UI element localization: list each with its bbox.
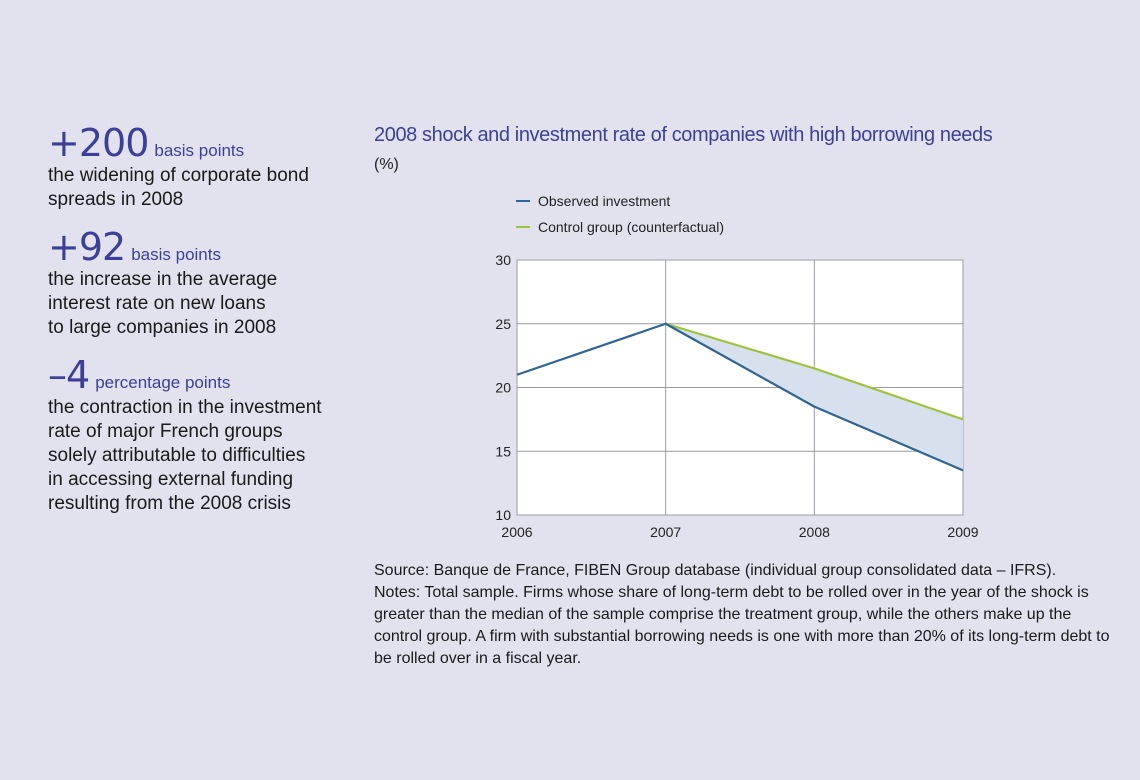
y-tick-label: 20 (495, 380, 511, 396)
stat-unit: basis points (131, 245, 221, 264)
y-tick-label: 25 (495, 316, 511, 332)
stat-unit: basis points (154, 141, 245, 160)
stat-description: the contraction in the investment rate o… (48, 397, 322, 514)
chart-title: 2008 shock and investment rate of compan… (374, 124, 993, 146)
control-group-line (665, 322, 964, 421)
chart-notes: Source: Banque de France, FIBEN Group da… (374, 560, 1114, 670)
y-tick-label: 15 (495, 443, 511, 459)
stat-interest-rate: +92 basis points the increase in the aver… (48, 228, 348, 340)
y-tick-label: 30 (495, 252, 511, 268)
stat-investment-contraction: –4 percentage points the contraction in t… (48, 356, 348, 516)
chart-unit-label: (%) (374, 156, 399, 173)
legend-swatch-control (516, 226, 530, 228)
chart-legend: Observed investment Control group (count… (516, 188, 724, 240)
legend-label-observed: Observed investment (538, 193, 671, 209)
legend-item-control: Control group (counterfactual) (516, 214, 724, 240)
stat-description: the widening of corporate bond spreads i… (48, 165, 309, 210)
stat-description: the increase in the average interest rat… (48, 269, 278, 338)
notes-text: Notes: Total sample. Firms whose share o… (374, 584, 1110, 667)
stat-value: –4 (48, 353, 90, 397)
legend-item-observed: Observed investment (516, 188, 724, 214)
x-tick-label: 2008 (799, 524, 830, 540)
x-tick-label: 2007 (650, 524, 681, 540)
legend-swatch-observed (516, 200, 530, 202)
source-text: Source: Banque de France, FIBEN Group da… (374, 562, 1057, 579)
stat-bond-spreads: +200 basis points the widening of corpora… (48, 124, 348, 212)
y-tick-label: 10 (495, 507, 511, 523)
gap-area (665, 323, 963, 471)
key-figures-panel: +200 basis points the widening of corpora… (48, 124, 348, 532)
x-tick-label: 2009 (947, 524, 978, 540)
stat-value: +92 (48, 225, 126, 269)
stat-unit: percentage points (95, 373, 231, 392)
observed-investment-line (516, 322, 964, 472)
line-chart: 10 15 20 25 30 2006 2007 2008 2009 (495, 252, 978, 540)
x-tick-label: 2006 (501, 524, 532, 540)
stat-value: +200 (48, 121, 149, 165)
legend-label-control: Control group (counterfactual) (538, 219, 724, 235)
